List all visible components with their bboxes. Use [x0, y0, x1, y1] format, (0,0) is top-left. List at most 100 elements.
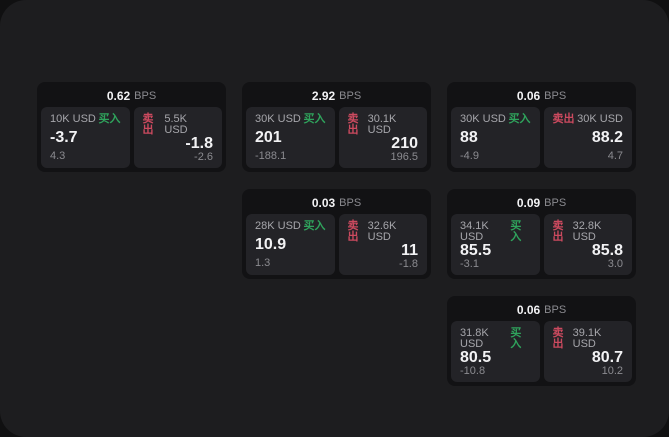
- sell-change: 4.7: [607, 150, 623, 162]
- buy-change: 4.3: [50, 150, 66, 162]
- sell-quote-panel[interactable]: 卖出 32.6K USD 11 -1.8: [338, 214, 427, 275]
- bps-value: 0.62: [106, 88, 131, 103]
- quote-card: 2.92 BPS 30K USD 买入 201 -188.1 卖出 30.1K …: [242, 82, 431, 172]
- bps-value: 0.03: [311, 195, 336, 210]
- sell-amount: 5.5K USD: [164, 113, 188, 136]
- bps-header: 0.09 BPS: [447, 189, 636, 214]
- bps-header: 0.06 BPS: [447, 296, 636, 321]
- bps-unit-label: BPS: [339, 196, 362, 209]
- sell-price: 88.2: [591, 129, 623, 146]
- buy-change: -4.9: [460, 150, 479, 162]
- buy-price: 88: [460, 129, 478, 146]
- quote-card-body: 28K USD 买入 10.9 1.3 卖出 32.6K USD 11 -1.8: [242, 214, 431, 275]
- bps-header: 2.92 BPS: [242, 82, 431, 107]
- sell-amount: 30.1K USD: [367, 113, 397, 136]
- buy-price: 10.9: [255, 236, 287, 253]
- buy-panel-top: 34.1K USD 买入: [460, 221, 531, 243]
- bps-unit-label: BPS: [339, 89, 362, 102]
- buy-side-label: 买入: [98, 113, 121, 125]
- sell-panel-top: 卖出 32.6K USD: [348, 221, 419, 243]
- buy-price: -3.7: [50, 129, 78, 146]
- buy-amount: 10K USD: [50, 113, 96, 125]
- buy-change: 1.3: [255, 257, 271, 269]
- buy-side-label: 买入: [508, 113, 531, 125]
- buy-side-label: 买入: [303, 220, 326, 232]
- sell-price: 80.7: [591, 349, 623, 366]
- buy-panel-top: 10K USD 买入: [50, 114, 121, 125]
- buy-panel-top: 31.8K USD 买入: [460, 328, 531, 350]
- sell-side-label: 卖出: [552, 113, 575, 125]
- buy-side-label: 买入: [510, 327, 522, 350]
- buy-panel-top: 30K USD 买入: [255, 114, 326, 125]
- quote-card: 0.06 BPS 31.8K USD 买入 80.5 -10.8 卖出 39.1…: [447, 296, 636, 386]
- bps-header: 0.62 BPS: [37, 82, 226, 107]
- quote-card-body: 31.8K USD 买入 80.5 -10.8 卖出 39.1K USD 80.…: [447, 321, 636, 382]
- buy-price: 85.5: [460, 242, 492, 259]
- bps-header: 0.03 BPS: [242, 189, 431, 214]
- sell-side-label: 卖出: [552, 327, 564, 350]
- buy-amount: 30K USD: [460, 113, 506, 125]
- bps-unit-label: BPS: [544, 196, 567, 209]
- sell-amount: 30K USD: [577, 113, 623, 125]
- sell-price: 85.8: [591, 242, 623, 259]
- sell-amount: 32.6K USD: [367, 220, 397, 243]
- sell-panel-top: 卖出 39.1K USD: [553, 328, 624, 350]
- sell-side-label: 卖出: [347, 113, 359, 136]
- buy-panel-top: 30K USD 买入: [460, 114, 531, 125]
- sell-side-label: 卖出: [347, 220, 359, 243]
- sell-panel-top: 卖出 32.8K USD: [553, 221, 624, 243]
- sell-amount: 39.1K USD: [572, 327, 602, 350]
- bps-header: 0.06 BPS: [447, 82, 636, 107]
- quote-card: 0.03 BPS 28K USD 买入 10.9 1.3 卖出 32.6K US…: [242, 189, 431, 279]
- sell-price: 11: [401, 242, 418, 259]
- bps-value: 0.06: [516, 302, 541, 317]
- sell-quote-panel[interactable]: 卖出 5.5K USD -1.8 -2.6: [133, 107, 222, 168]
- buy-amount: 34.1K USD: [460, 220, 489, 243]
- bps-value: 0.06: [516, 88, 541, 103]
- bps-unit-label: BPS: [544, 303, 567, 316]
- sell-change: -2.6: [194, 151, 213, 163]
- buy-price: 201: [255, 129, 282, 146]
- quote-card-body: 10K USD 买入 -3.7 4.3 卖出 5.5K USD -1.8 -2.…: [37, 107, 226, 168]
- quote-card: 0.09 BPS 34.1K USD 买入 85.5 -3.1 卖出 32.8K…: [447, 189, 636, 279]
- sell-price: -1.8: [185, 135, 213, 152]
- sell-change: -1.8: [399, 258, 418, 270]
- buy-price: 80.5: [460, 349, 492, 366]
- sell-amount: 32.8K USD: [572, 220, 602, 243]
- bps-unit-label: BPS: [544, 89, 567, 102]
- buy-quote-panel[interactable]: 31.8K USD 买入 80.5 -10.8: [451, 321, 540, 382]
- buy-change: -188.1: [255, 150, 287, 162]
- buy-quote-panel[interactable]: 30K USD 买入 88 -4.9: [451, 107, 540, 168]
- sell-panel-top: 卖出 30K USD: [553, 114, 624, 125]
- sell-panel-top: 卖出 5.5K USD: [143, 114, 214, 136]
- buy-side-label: 买入: [303, 113, 326, 125]
- buy-amount: 31.8K USD: [460, 327, 489, 350]
- buy-amount: 30K USD: [255, 113, 301, 125]
- buy-change: -3.1: [460, 258, 479, 270]
- sell-quote-panel[interactable]: 卖出 32.8K USD 85.8 3.0: [543, 214, 632, 275]
- buy-quote-panel[interactable]: 30K USD 买入 201 -188.1: [246, 107, 335, 168]
- sell-price: 210: [391, 135, 418, 152]
- quote-card: 0.62 BPS 10K USD 买入 -3.7 4.3 卖出 5.5K USD…: [37, 82, 226, 172]
- sell-quote-panel[interactable]: 卖出 30K USD 88.2 4.7: [543, 107, 632, 168]
- bps-unit-label: BPS: [134, 89, 157, 102]
- quote-card-body: 30K USD 买入 201 -188.1 卖出 30.1K USD 210 1…: [242, 107, 431, 168]
- sell-panel-top: 卖出 30.1K USD: [348, 114, 419, 136]
- buy-quote-panel[interactable]: 10K USD 买入 -3.7 4.3: [41, 107, 130, 168]
- bps-value: 0.09: [516, 195, 541, 210]
- buy-panel-top: 28K USD 买入: [255, 221, 326, 232]
- sell-quote-panel[interactable]: 卖出 39.1K USD 80.7 10.2: [543, 321, 632, 382]
- buy-side-label: 买入: [510, 220, 522, 243]
- buy-quote-panel[interactable]: 28K USD 买入 10.9 1.3: [246, 214, 335, 275]
- sell-side-label: 卖出: [552, 220, 564, 243]
- sell-side-label: 卖出: [142, 113, 154, 136]
- sell-quote-panel[interactable]: 卖出 30.1K USD 210 196.5: [338, 107, 427, 168]
- sell-change: 196.5: [390, 151, 418, 163]
- quote-card-body: 34.1K USD 买入 85.5 -3.1 卖出 32.8K USD 85.8…: [447, 214, 636, 275]
- quote-card: 0.06 BPS 30K USD 买入 88 -4.9 卖出 30K USD 8…: [447, 82, 636, 172]
- sell-change: 3.0: [607, 258, 623, 270]
- bps-value: 2.92: [311, 88, 336, 103]
- buy-quote-panel[interactable]: 34.1K USD 买入 85.5 -3.1: [451, 214, 540, 275]
- sell-change: 10.2: [601, 365, 623, 377]
